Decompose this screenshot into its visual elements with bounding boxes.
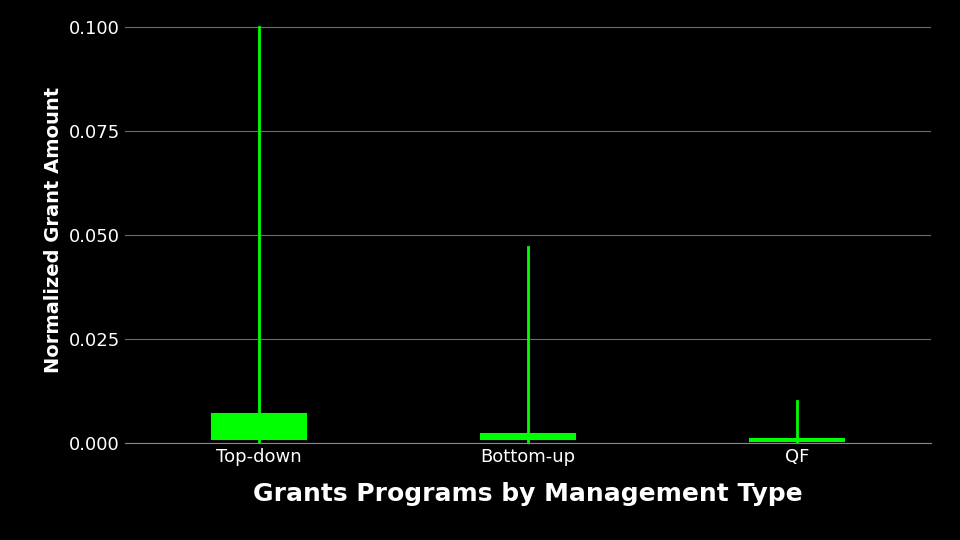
PathPatch shape bbox=[481, 435, 575, 438]
PathPatch shape bbox=[212, 414, 306, 438]
PathPatch shape bbox=[750, 438, 844, 441]
X-axis label: Grants Programs by Management Type: Grants Programs by Management Type bbox=[253, 482, 803, 507]
Y-axis label: Normalized Grant Amount: Normalized Grant Amount bbox=[44, 86, 63, 373]
